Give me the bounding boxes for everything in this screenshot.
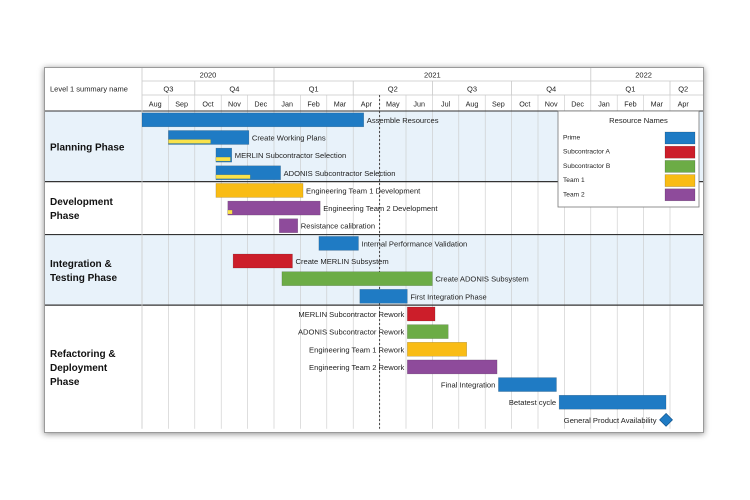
legend-swatch: [664, 188, 696, 202]
task-label: Engineering Team 1 Development: [306, 186, 421, 195]
task-bar: [227, 200, 321, 216]
task-label: Engineering Team 1 Rework: [309, 345, 404, 354]
legend-swatch: [664, 145, 696, 159]
year-label: 2020: [200, 71, 217, 80]
task-label: Engineering Team 2 Development: [323, 204, 438, 213]
month-label: Sep: [492, 100, 505, 109]
task-label: Resistance calibration: [301, 222, 375, 231]
corner-label: Level 1 summary name: [50, 85, 128, 94]
task-label: Final Integration: [441, 381, 495, 390]
month-label: Apr: [361, 100, 373, 109]
task-bar: [558, 394, 667, 410]
month-label: Dec: [254, 100, 267, 109]
task-label: ADONIS Subcontractor Selection: [284, 169, 396, 178]
task-progress-bar: [215, 156, 231, 162]
task-label: Create ADONIS Subsystem: [435, 275, 528, 284]
legend-swatch: [664, 174, 696, 187]
month-label: Mar: [651, 100, 664, 109]
month-label: Nov: [228, 100, 241, 109]
chart-frame-border: [44, 67, 704, 433]
quarter-label: Q4: [229, 85, 239, 94]
legend-swatch: [664, 160, 696, 173]
quarter-label: Q4: [546, 85, 556, 94]
task-label: ADONIS Subcontractor Rework: [298, 328, 405, 337]
task-bar: [498, 377, 557, 392]
month-label: Aug: [466, 100, 479, 109]
quarter-label: Q1: [309, 85, 319, 94]
task-label: Engineering Team 2 Rework: [309, 363, 404, 372]
month-label: Feb: [307, 100, 319, 109]
task-bar: [215, 183, 304, 198]
task-bar: [141, 112, 365, 128]
phase-label: Development Phase: [50, 197, 113, 222]
legend-item-label: Prime: [563, 135, 581, 142]
month-label: May: [386, 100, 400, 109]
month-label: Jan: [598, 100, 610, 109]
quarter-label: Q3: [467, 85, 477, 94]
legend-title: Resource Names: [609, 116, 668, 125]
month-label: Apr: [678, 100, 690, 109]
month-label: Oct: [519, 100, 530, 109]
task-bar: [407, 342, 467, 357]
legend-swatch: [664, 131, 696, 145]
legend-item-label: Team 1: [563, 177, 585, 184]
task-progress-bar: [168, 139, 211, 144]
month-label: Mar: [334, 100, 347, 109]
month-label: Jul: [441, 100, 451, 109]
month-label: Oct: [202, 100, 213, 109]
month-label: Sep: [175, 100, 188, 109]
phase-label: Refactoring & Deployment Phase: [50, 349, 116, 388]
task-bar: [318, 236, 359, 251]
task-label: Assemble Resources: [367, 116, 439, 125]
month-label: Feb: [624, 100, 636, 109]
task-label: MERLIN Subcontractor Rework: [298, 310, 404, 319]
task-bar: [407, 359, 498, 375]
quarter-label: Q2: [388, 85, 398, 94]
phase-label: Integration & Testing Phase: [50, 259, 117, 284]
task-label: Internal Performance Validation: [361, 239, 467, 248]
task-bar: [232, 253, 293, 269]
legend-item-label: Subcontractor A: [563, 149, 611, 156]
phase-label: Planning Phase: [50, 142, 125, 153]
milestone-marker: [659, 412, 673, 427]
task-label: Create MERLIN Subsystem: [295, 257, 388, 266]
task-progress-bar: [227, 209, 233, 215]
task-bar: [359, 289, 408, 304]
legend-item-label: Team 2: [563, 191, 585, 198]
month-label: Dec: [571, 100, 584, 109]
task-label: General Product Availability: [564, 416, 657, 425]
task-bar: [281, 271, 433, 286]
month-label: Jan: [281, 100, 293, 109]
task-progress-bar: [215, 174, 251, 179]
quarter-label: Q2: [678, 85, 688, 94]
task-bar: [279, 218, 299, 233]
month-label: Aug: [149, 100, 162, 109]
task-bar: [407, 324, 449, 339]
year-label: 2022: [635, 71, 652, 80]
gantt-frame: 2020 2021 2022 Q3 Q4 Q1 Q2 Q3 Q4 Q1 Q2 Aug Sep Oct Nov…: [44, 67, 704, 433]
task-bar: [407, 306, 436, 322]
month-label: Nov: [545, 100, 558, 109]
task-label: First Integration Phase: [410, 292, 486, 301]
gantt-chart: 2020 2021 2022 Q3 Q4 Q1 Q2 Q3 Q4 Q1 Q2 Aug Sep Oct Nov…: [44, 67, 704, 433]
quarter-label: Q3: [163, 85, 173, 94]
task-label: Create Working Plans: [252, 133, 326, 142]
month-label: Jun: [413, 100, 425, 109]
legend-item-label: Subcontractor B: [563, 163, 611, 170]
task-label: MERLIN Subcontractor Selection: [235, 151, 346, 160]
year-label: 2021: [424, 71, 441, 80]
task-label: Betatest cycle: [509, 398, 556, 407]
quarter-label: Q1: [625, 85, 635, 94]
